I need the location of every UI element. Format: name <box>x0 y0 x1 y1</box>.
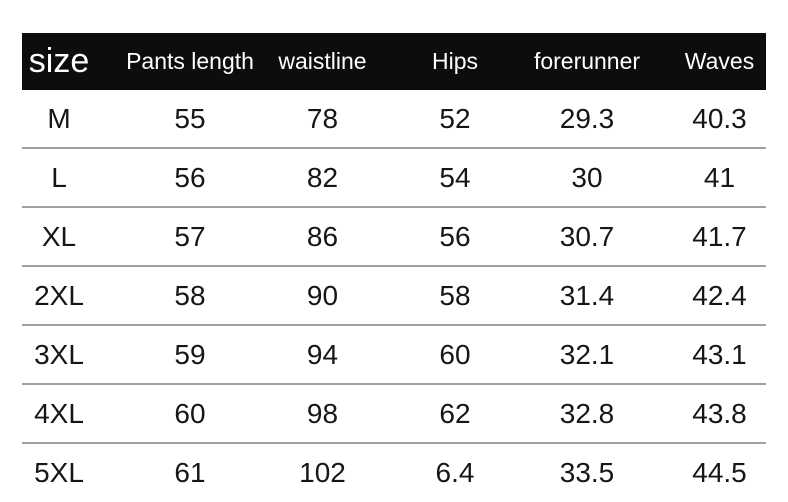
cell-size: M <box>47 102 71 134</box>
table-cell: 56 <box>439 220 471 252</box>
column-header-waves: Waves <box>684 48 755 74</box>
cell-size: XL <box>41 220 77 252</box>
table-row-5xl: 5XL 61 102 6.4 33.5 44.5 <box>22 444 766 502</box>
table-cell: 60 <box>439 338 471 370</box>
table-cell: 59 <box>174 338 206 370</box>
table-cell: 32.1 <box>559 338 615 370</box>
table-cell: 82 <box>306 161 339 193</box>
cell-size: 4XL <box>34 397 84 429</box>
table-cell: 62 <box>439 397 471 429</box>
column-header-hips: Hips <box>431 48 478 74</box>
table-cell: 41.7 <box>692 220 747 252</box>
table-row-l: L 56 82 54 30 41 <box>22 149 766 208</box>
table-cell: 44.5 <box>692 457 747 488</box>
table-cell: 52 <box>439 102 471 134</box>
table-cell: 43.8 <box>692 397 747 429</box>
table-cell: 43.1 <box>692 338 747 370</box>
column-header-waistline: waistline <box>278 48 367 74</box>
table-cell: 33.5 <box>559 457 615 488</box>
table-cell: 78 <box>306 102 339 134</box>
cell-size: 2XL <box>34 279 84 311</box>
table-row-4xl: 4XL 60 98 62 32.8 43.8 <box>22 385 766 444</box>
table-row-m: M 55 78 52 29.3 40.3 <box>22 90 766 149</box>
table-row-3xl: 3XL 59 94 60 32.1 43.1 <box>22 326 766 385</box>
table-cell: 60 <box>174 397 206 429</box>
table-cell: 94 <box>306 338 339 370</box>
table-cell: 30 <box>571 161 603 193</box>
table-cell: 29.3 <box>559 102 615 134</box>
table-header-row: size Pants length waistline Hips forerun… <box>22 33 766 90</box>
table-cell: 6.4 <box>435 457 475 488</box>
table-cell: 32.8 <box>559 397 615 429</box>
cell-size: 3XL <box>34 338 84 370</box>
table-cell: 57 <box>174 220 206 252</box>
table-cell: 58 <box>174 279 206 311</box>
table-cell: 42.4 <box>692 279 747 311</box>
table-cell: 54 <box>439 161 471 193</box>
table-cell: 55 <box>174 102 206 134</box>
column-header-size: size <box>28 42 90 80</box>
table-cell: 40.3 <box>692 102 747 134</box>
table-cell: 56 <box>174 161 206 193</box>
size-chart-table: size Pants length waistline Hips forerun… <box>22 33 766 502</box>
table-cell: 31.4 <box>559 279 615 311</box>
cell-size: 5XL <box>34 457 84 488</box>
column-header-forerunner: forerunner <box>533 48 641 74</box>
table-row-2xl: 2XL 58 90 58 31.4 42.4 <box>22 267 766 326</box>
table-cell: 86 <box>306 220 339 252</box>
column-header-pants-length: Pants length <box>126 48 254 74</box>
table-cell: 90 <box>306 279 339 311</box>
table-cell: 102 <box>299 457 346 488</box>
table-row-xl: XL 57 86 56 30.7 41.7 <box>22 208 766 267</box>
table-cell: 61 <box>174 457 206 488</box>
table-cell: 98 <box>306 397 339 429</box>
table-cell: 58 <box>439 279 471 311</box>
cell-size: L <box>51 161 67 193</box>
table-cell: 41 <box>703 161 736 193</box>
table-cell: 30.7 <box>559 220 615 252</box>
